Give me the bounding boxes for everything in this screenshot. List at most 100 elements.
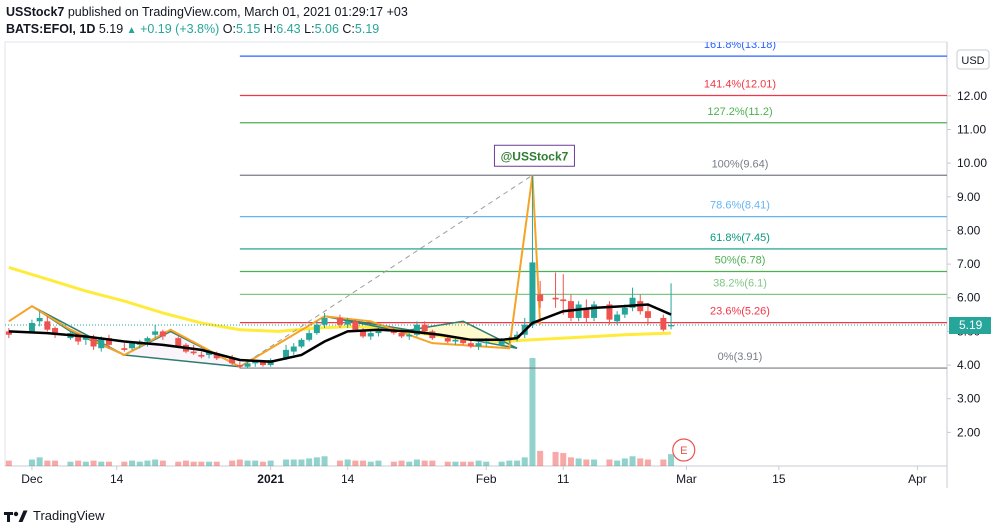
y-tick-label: 4.00 [957, 358, 981, 372]
price-change: +0.19 (+3.8%) [140, 22, 220, 36]
candle-body [5, 331, 12, 335]
candle-body [575, 304, 582, 318]
x-tick-label: Mar [676, 472, 697, 486]
candle-body [244, 363, 251, 367]
volume-bar [98, 461, 105, 466]
volume-bar [129, 460, 136, 466]
volume-bar [336, 460, 343, 466]
candle-body [336, 317, 343, 325]
low-value: 5.06 [314, 22, 339, 36]
candle-body [28, 322, 35, 332]
candle-body [298, 339, 305, 347]
candle-body [105, 338, 112, 345]
y-tick-label: 3.00 [957, 392, 981, 406]
volume-bar [159, 460, 166, 466]
volume-bar [413, 459, 420, 466]
y-tick-label: 12.00 [957, 89, 987, 103]
candle-body [413, 324, 420, 335]
volume-bar [398, 460, 405, 466]
fib-level-label: 23.6%(5.26) [710, 306, 770, 318]
candle-body [290, 346, 297, 352]
annotation-text: @USStock7 [501, 149, 569, 163]
volume-bar [575, 458, 582, 466]
candle-body [498, 339, 505, 345]
candle-body [406, 334, 413, 337]
candle-body [352, 321, 359, 330]
volume-bar [614, 460, 621, 466]
volume-bar [521, 457, 528, 466]
volume-bar [75, 460, 82, 466]
y-tick-label: 9.00 [957, 190, 981, 204]
candle-body [629, 297, 636, 308]
close-label: C: [342, 22, 355, 36]
y-tick-label: 6.00 [957, 291, 981, 305]
tradingview-logo-icon [4, 510, 28, 522]
candle-body [583, 307, 590, 318]
volume-bar [229, 460, 236, 466]
candle-body [360, 331, 367, 337]
volume-bar [367, 461, 374, 466]
candle-body [313, 324, 320, 334]
earnings-marker-label: E [680, 445, 687, 457]
candle-body [44, 321, 51, 330]
volume-bar [583, 459, 590, 466]
fib-level-label: 141.4%(12.01) [704, 79, 776, 91]
candle-body [660, 317, 667, 330]
publish-line: USStock7 published on TradingView.com, M… [6, 4, 996, 21]
volume-bar [313, 457, 320, 466]
publisher-name[interactable]: USStock7 [6, 5, 65, 19]
volume-bar [236, 459, 243, 466]
volume-bar [82, 461, 89, 466]
chart-header: USStock7 published on TradingView.com, M… [6, 4, 996, 39]
annotation-box [493, 144, 575, 167]
plot-area: 161.8%(13.18) 141.4%(12.01) 127.2%(11.2) 10… [5, 39, 947, 466]
footer: TradingView [4, 508, 105, 523]
footer-brand[interactable]: TradingView [33, 508, 105, 523]
fib-level-label: 161.8%(13.18) [704, 39, 776, 51]
volume-bar [105, 461, 112, 466]
candle-body [591, 304, 598, 318]
candle-body [129, 343, 136, 349]
candle-body [398, 333, 405, 337]
candle-body [283, 349, 290, 359]
volume-bar [537, 450, 544, 466]
candle-body [621, 307, 628, 315]
candle-body [421, 324, 428, 332]
close-value: 5.19 [354, 22, 380, 36]
candle-body [98, 338, 105, 349]
y-tick-label: 10.00 [957, 156, 987, 170]
volume-bar [283, 459, 290, 466]
candle-body [644, 311, 651, 318]
open-label: O: [222, 22, 236, 36]
volume-bar [644, 459, 651, 466]
volume-bar [352, 460, 359, 466]
open-value: 5.15 [235, 22, 261, 36]
candle-body [344, 321, 351, 325]
volume-bar [198, 461, 205, 466]
candle-body [90, 338, 97, 347]
low-label: L: [304, 22, 315, 36]
last-price-tag [949, 317, 991, 335]
volume-bar [190, 461, 197, 466]
candle-body [75, 334, 82, 342]
volume-bar [668, 454, 675, 466]
volume-bar [514, 460, 521, 466]
fib-level-label: 61.8%(7.45) [710, 232, 770, 244]
candle-body [552, 297, 559, 300]
candle-body [152, 331, 159, 335]
volume-bar [444, 461, 451, 466]
candle-body [306, 333, 313, 340]
fib-level-label: 38.2%(6.1) [713, 277, 767, 289]
volume-bar [475, 460, 482, 466]
candle-body [52, 328, 59, 335]
currency-badge [956, 49, 990, 70]
y-tick-label: 7.00 [957, 257, 981, 271]
y-tick-label: 2.00 [957, 425, 981, 439]
volume-bar [259, 461, 266, 466]
volume-bar [606, 459, 613, 466]
volume-bar [213, 461, 220, 466]
volume-bar [252, 460, 259, 466]
symbol-name[interactable]: BATS:EFOI, 1D [6, 22, 96, 36]
volume-bar [152, 459, 159, 466]
